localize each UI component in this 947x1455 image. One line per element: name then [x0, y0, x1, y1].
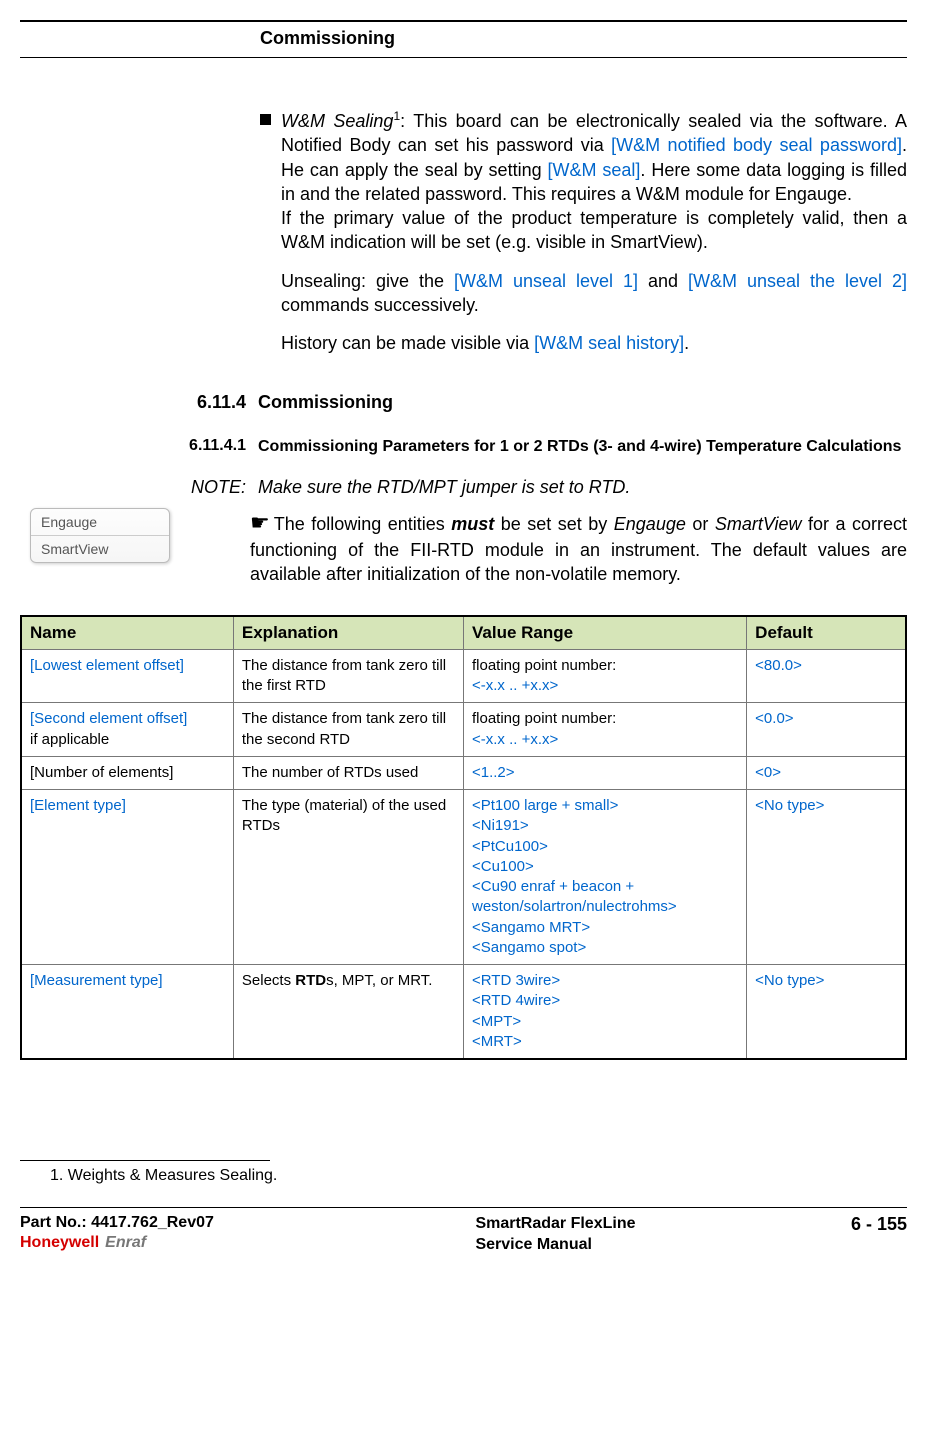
text: and: [638, 271, 688, 291]
text: Selects: [242, 972, 295, 989]
page-footer: Part No.: 4417.762_Rev07 Honeywell Enraf…: [20, 1208, 907, 1256]
section-number: 6.11.4: [20, 392, 246, 413]
bullet-para: If the primary value of the product temp…: [281, 206, 907, 255]
col-header-explanation: Explanation: [233, 616, 463, 650]
range-value: <PtCu100>: [472, 838, 548, 855]
text: commands successively.: [281, 295, 479, 315]
col-header-name: Name: [21, 616, 233, 650]
param-link: [W&M seal history]: [534, 333, 684, 353]
page-header-title: Commissioning: [20, 24, 907, 57]
doc-title-line: Service Manual: [475, 1235, 635, 1256]
param-explanation: The distance from tank zero till the fir…: [233, 649, 463, 703]
parameters-table: Name Explanation Value Range Default [Lo…: [20, 615, 907, 1060]
param-link: [W&M notified body seal password]: [611, 135, 902, 155]
subsection-title: Commissioning Parameters for 1 or 2 RTDs…: [258, 437, 907, 458]
range-value: <Pt100 large + small>: [472, 797, 618, 814]
pointer-paragraph: ☛The following entities must be set set …: [250, 508, 907, 586]
subsection-heading: 6.11.4.1 Commissioning Parameters for 1 …: [20, 437, 907, 458]
param-range: floating point number: <-x.x .. +x.x>: [463, 703, 746, 757]
param-name: [Second element offset]: [30, 710, 187, 727]
param-link: [W&M unseal the level 2]: [688, 271, 907, 291]
table-row: [Measurement type] Selects RTDs, MPT, or…: [21, 965, 906, 1060]
range-value: <Ni191>: [472, 817, 529, 834]
range-value: <Sangamo spot>: [472, 939, 586, 956]
range-value: <-x.x .. +x.x>: [472, 677, 558, 694]
logo: Honeywell Enraf: [20, 1234, 260, 1252]
software-badge: Engauge SmartView: [30, 508, 170, 563]
range-value: <Sangamo MRT>: [472, 919, 590, 936]
emphasis: SmartView: [715, 514, 802, 534]
table-row: [Lowest element offset] The distance fro…: [21, 649, 906, 703]
emphasis: Engauge: [614, 514, 686, 534]
emphasis: must: [451, 514, 494, 534]
text: Unsealing: give the: [281, 271, 454, 291]
range-value: <-x.x .. +x.x>: [472, 731, 558, 748]
text: s, MPT, or MRT.: [326, 972, 432, 989]
range-value: <RTD 3wire>: [472, 972, 560, 989]
param-range: <1..2>: [472, 764, 515, 781]
table-row: [Number of elements] The number of RTDs …: [21, 756, 906, 789]
text: .: [684, 333, 689, 353]
section-heading: 6.11.4 Commissioning: [20, 392, 907, 413]
text: The following entities: [274, 514, 452, 534]
param-link: [W&M unseal level 1]: [454, 271, 638, 291]
param-link: [W&M seal]: [548, 160, 641, 180]
param-name-cell: [Second element offset] if applicable: [21, 703, 233, 757]
param-range: floating point number: <-x.x .. +x.x>: [463, 649, 746, 703]
table-row: [Element type] The type (material) of th…: [21, 790, 906, 965]
subsection-number: 6.11.4.1: [20, 437, 246, 458]
param-default: <80.0>: [755, 657, 802, 674]
logo-enraf: Enraf: [105, 1234, 146, 1252]
emphasis: RTD: [295, 972, 326, 989]
col-header-range: Value Range: [463, 616, 746, 650]
bullet-icon: [260, 114, 271, 125]
param-explanation: The type (material) of the used RTDs: [233, 790, 463, 965]
bullet-lead: W&M Sealing: [281, 111, 393, 131]
range-value: <MRT>: [472, 1033, 522, 1050]
logo-honeywell: Honeywell: [20, 1234, 99, 1252]
param-name-note: if applicable: [30, 731, 109, 748]
text: or: [686, 514, 715, 534]
header-rule: [20, 57, 907, 58]
range-value: <Cu90 enraf + beacon + weston/solartron/…: [472, 878, 677, 915]
param-default: <No type>: [755, 972, 824, 989]
text: be set set by: [494, 514, 613, 534]
param-default: <No type>: [755, 797, 824, 814]
bullet-para: Unsealing: give the [W&M unseal level 1]…: [281, 269, 907, 318]
bullet-item: W&M Sealing1: This board can be electron…: [260, 108, 907, 356]
param-name: [Measurement type]: [30, 972, 163, 989]
pointer-icon: ☛: [250, 510, 270, 535]
doc-title-line: SmartRadar FlexLine: [475, 1214, 635, 1235]
text: History can be made visible via: [281, 333, 534, 353]
param-range: <RTD 3wire> <RTD 4wire> <MPT> <MRT>: [463, 965, 746, 1060]
param-name: [Element type]: [30, 797, 126, 814]
param-explanation: The distance from tank zero till the sec…: [233, 703, 463, 757]
footnote: 1. Weights & Measures Sealing.: [50, 1167, 907, 1185]
note-text: Make sure the RTD/MPT jumper is set to R…: [258, 477, 907, 498]
param-name: [Lowest element offset]: [30, 657, 184, 674]
text: floating point number:: [472, 710, 616, 727]
param-name: [Number of elements]: [21, 756, 233, 789]
page-number: 6 - 155: [851, 1214, 907, 1235]
text: floating point number:: [472, 657, 616, 674]
bullet-para: History can be made visible via [W&M sea…: [281, 331, 907, 355]
param-default: <0>: [755, 764, 781, 781]
table-row: [Second element offset] if applicable The…: [21, 703, 906, 757]
range-value: <MPT>: [472, 1013, 521, 1030]
footnote-rule: [20, 1160, 270, 1161]
section-title: Commissioning: [258, 392, 907, 413]
param-explanation: Selects RTDs, MPT, or MRT.: [233, 965, 463, 1060]
top-rule: [20, 20, 907, 22]
badge-line: SmartView: [31, 535, 169, 562]
param-explanation: The number of RTDs used: [233, 756, 463, 789]
part-number: Part No.: 4417.762_Rev07: [20, 1214, 260, 1232]
col-header-default: Default: [747, 616, 906, 650]
note: NOTE: Make sure the RTD/MPT jumper is se…: [20, 477, 907, 498]
param-range: <Pt100 large + small> <Ni191> <PtCu100> …: [463, 790, 746, 965]
note-label: NOTE:: [20, 477, 246, 498]
range-value: <RTD 4wire>: [472, 992, 560, 1009]
range-value: <Cu100>: [472, 858, 534, 875]
param-default: <0.0>: [755, 710, 793, 727]
badge-line: Engauge: [31, 509, 169, 535]
